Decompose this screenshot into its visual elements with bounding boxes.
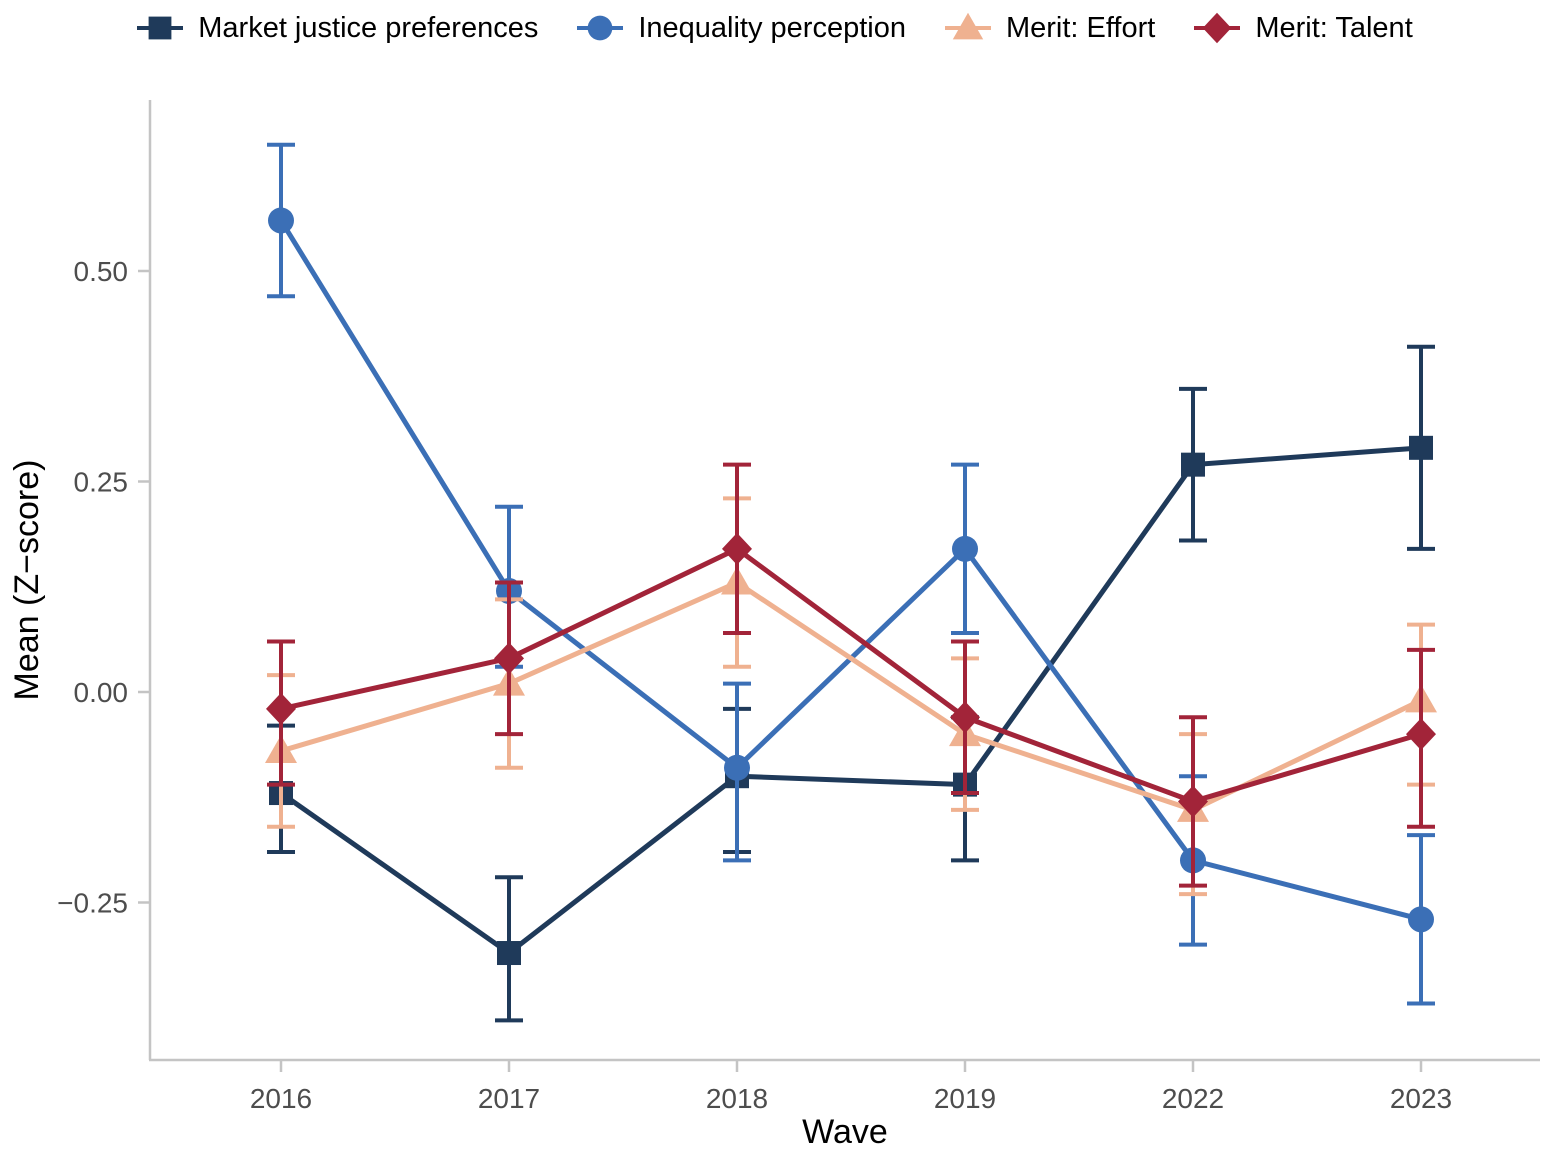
data-point-marker-triangle [952,12,984,40]
data-point-marker-circle [587,15,613,41]
series-diamond [266,462,1436,888]
series-line [279,445,1422,957]
legend-label: Merit: Effort [1005,11,1156,44]
series-line [278,219,1422,922]
x-axis-title: Wave [802,1113,888,1151]
legend-marker-diamond-icon [1194,12,1241,44]
y-tick-label: 0.00 [74,677,129,708]
series-triangle [265,496,1437,897]
data-point-marker-diamond [1406,718,1436,751]
series-circle [267,142,1435,1006]
x-tick-label: 2022 [1162,1083,1224,1114]
y-tick-label: 0.50 [74,256,129,287]
x-tick-label: 2018 [706,1083,768,1114]
legend-item-square: Market justice preferences [134,8,538,48]
x-tick-label: 2023 [1390,1083,1452,1114]
x-tick-label: 2019 [934,1083,996,1114]
data-point-marker-circle [1408,906,1434,933]
y-tick-label: −0.25 [57,888,128,919]
series-line [280,579,1423,813]
legend-label: Market justice preferences [198,11,539,44]
series-square [267,344,1435,1023]
legend-marker-triangle-icon [944,12,991,40]
data-point-marker-square [1409,435,1433,460]
legend-item-triangle: Merit: Effort [942,8,1155,48]
data-point-marker-diamond [950,701,980,734]
legend-label: Inequality perception [638,11,906,44]
data-point-marker-diamond [494,642,524,675]
y-axis-title: Mean (Z−score) [8,460,46,701]
y-tick-label: 0.25 [74,467,129,498]
data-point-marker-diamond [722,532,752,565]
x-tick-label: 2017 [478,1083,540,1114]
legend-marker-square-icon [137,16,184,40]
legend-item-diamond: Merit: Talent [1191,8,1413,48]
data-point-marker-circle [724,754,750,781]
data-point-marker-circle [268,207,294,234]
legend-marker-circle-icon [577,15,624,41]
data-point-marker-circle [952,535,978,562]
data-point-marker-square [148,16,172,40]
legend-label: Merit: Talent [1255,11,1413,44]
data-point-marker-square [497,941,521,966]
data-point-marker-diamond [266,692,296,725]
series-line [280,545,1422,805]
data-point-marker-diamond [1178,785,1208,818]
legend-item-circle: Inequality perception [574,8,906,48]
legend: Market justice preferences Inequality per… [0,4,1547,52]
x-tick-label: 2016 [250,1083,312,1114]
data-point-marker-square [1181,452,1205,477]
data-point-marker-diamond [1203,12,1232,44]
